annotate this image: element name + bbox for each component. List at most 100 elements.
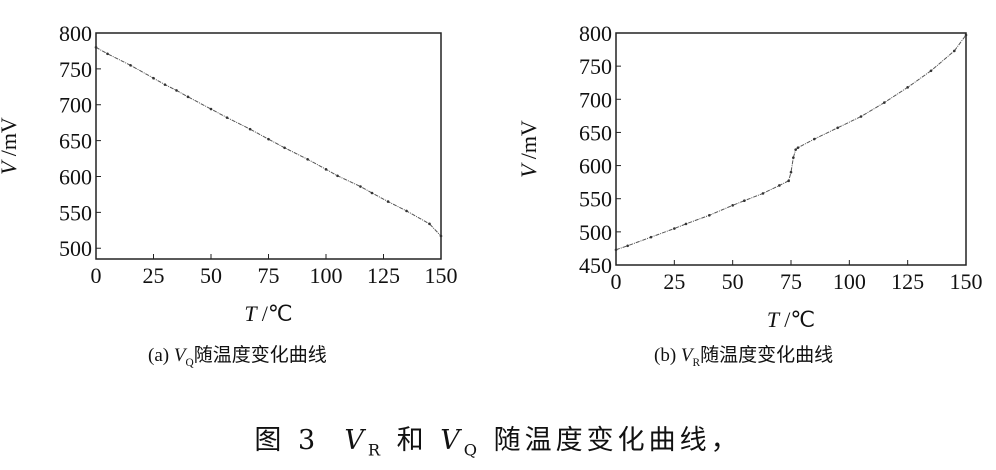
y-tick-label: 700 [59, 93, 92, 118]
data-point [859, 115, 863, 118]
data-point [175, 89, 178, 92]
y-axis-label: V /mV [516, 120, 541, 178]
caption-var-q-sub: Q [463, 440, 481, 460]
data-point [306, 157, 309, 161]
x-axis-label: T /℃ [767, 307, 815, 332]
x-tick-label: 100 [833, 269, 866, 294]
data-point [336, 174, 339, 178]
x-tick-label: 125 [367, 263, 400, 288]
data-point [761, 192, 765, 195]
data-point [225, 116, 229, 119]
data-point [778, 184, 781, 187]
caption-var-r-sub: R [367, 440, 385, 460]
data-point [386, 200, 390, 203]
plot-frame [95, 32, 442, 260]
caption-a: (a) VQ随温度变化曲线 [148, 340, 327, 369]
data-point [209, 107, 213, 111]
caption-a-sub: Q [185, 356, 194, 369]
chart-b: 0 25 50 75 100 125 150 450 500 550 600 650 700 750 800… [516, 21, 983, 332]
x-axis-label: T /℃ [244, 301, 292, 326]
caption-a-text: 随温度变化曲线 [193, 345, 327, 366]
data-point [836, 126, 839, 130]
caption-var-r: V [344, 425, 368, 456]
x-tick-label: 100 [310, 263, 343, 288]
data-point [792, 156, 795, 159]
figure-caption: 图 3 VR 和 VQ 随温度变化曲线， [0, 418, 996, 459]
y-tick-label: 750 [59, 57, 92, 82]
y-tick-label: 500 [579, 220, 612, 245]
caption-b-var: V [680, 345, 693, 366]
caption-b: (b) VR随温度变化曲线 [654, 340, 833, 369]
x-tick-label: 150 [950, 269, 983, 294]
y-tick-label: 800 [579, 21, 612, 46]
x-tick-label: 25 [143, 263, 165, 288]
caption-a-var: V [173, 345, 186, 366]
data-point [152, 76, 155, 80]
data-point [614, 248, 618, 252]
y-tick-label: 550 [579, 187, 612, 212]
data-point [684, 222, 688, 226]
data-point [439, 234, 443, 238]
y-tick-label: 750 [579, 54, 612, 79]
data-line [615, 34, 967, 251]
data-point [370, 191, 374, 195]
data-point [953, 49, 956, 53]
y-axis-unit: /mV [0, 117, 21, 156]
y-tick-label: 600 [579, 154, 612, 179]
x-tick-label: 25 [663, 269, 685, 294]
data-point [359, 185, 362, 188]
data-point [787, 179, 790, 183]
data-point [673, 227, 676, 230]
data-point [129, 63, 132, 67]
data-point [929, 69, 933, 73]
data-point [789, 170, 793, 174]
data-point [324, 168, 328, 171]
y-axis-var: V [0, 156, 21, 175]
data-point [743, 199, 746, 203]
data-point [428, 222, 431, 226]
y-tick-label: 550 [59, 200, 92, 225]
data-point [267, 137, 270, 141]
data-point [405, 209, 408, 213]
x-tick-label: 0 [611, 269, 622, 294]
data-point [883, 101, 886, 104]
data-point [283, 146, 286, 150]
x-axis-unit: /℃ [262, 301, 293, 326]
data-point [649, 235, 653, 239]
y-axis-label: V /mV [0, 117, 21, 175]
y-tick-label: 450 [579, 253, 612, 278]
x-tick-label: 125 [891, 269, 924, 294]
y-tick-label: 650 [579, 120, 612, 145]
caption-a-label: (a) [148, 345, 170, 366]
caption-text: 随温度变化曲线， [493, 425, 742, 456]
x-axis-var: T [244, 301, 261, 326]
data-point [626, 244, 629, 248]
caption-b-text: 随温度变化曲线 [700, 345, 834, 366]
data-point [813, 137, 816, 141]
data-point [796, 146, 800, 149]
data-point [708, 213, 711, 217]
x-axis-var: T [767, 307, 784, 332]
data-point [106, 52, 109, 56]
caption-b-label: (b) [654, 345, 677, 366]
data-point [731, 204, 734, 207]
data-point [906, 86, 909, 89]
y-axis-unit: /mV [516, 120, 541, 159]
data-point [794, 148, 797, 151]
x-tick-label: 50 [722, 269, 744, 294]
caption-var-q: V [440, 425, 464, 456]
y-tick-label: 600 [59, 164, 92, 189]
data-line [95, 46, 442, 237]
data-point [163, 83, 167, 86]
x-tick-label: 75 [780, 269, 802, 294]
data-point [186, 95, 190, 99]
data-point [248, 127, 252, 131]
caption-and: 和 [396, 425, 428, 456]
y-tick-label: 700 [579, 87, 612, 112]
y-axis-var: V [516, 159, 541, 178]
x-axis-unit: /℃ [784, 307, 815, 332]
data-point [94, 46, 98, 49]
data-point [964, 33, 968, 37]
